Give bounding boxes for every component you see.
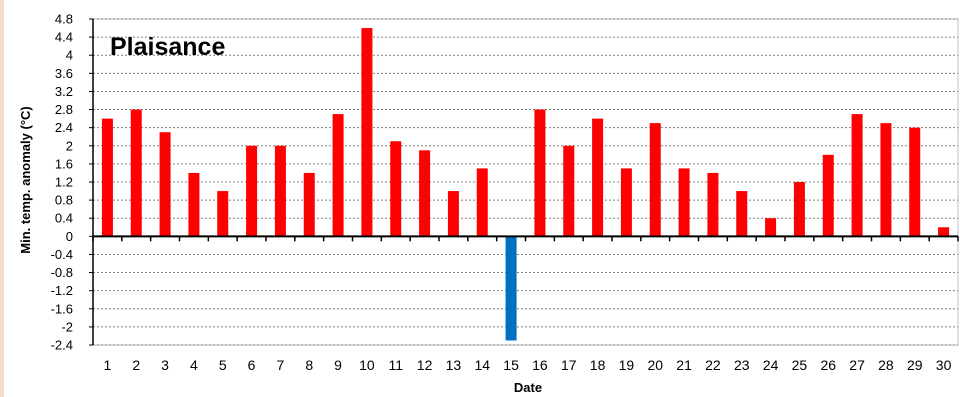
x-tick-label: 3 (161, 357, 169, 373)
x-tick-label: 13 (446, 357, 462, 373)
bar (303, 172, 315, 237)
y-axis-title: Min. temp. anomaly (°C) (18, 106, 33, 254)
x-tick-label: 6 (248, 357, 256, 373)
x-tick-label: 20 (647, 357, 663, 373)
y-tick-label: 1.6 (55, 156, 73, 171)
y-tick-label: 0.4 (55, 211, 73, 226)
bars (101, 28, 950, 341)
x-tick-label: 17 (561, 357, 577, 373)
y-tick-label: -1.2 (51, 283, 73, 298)
bar (101, 118, 113, 237)
bar (447, 191, 459, 237)
y-tick-label: 3.6 (55, 66, 73, 81)
bar (159, 132, 171, 237)
bar (274, 145, 286, 237)
bar (649, 123, 661, 237)
x-tick-label: 22 (705, 357, 721, 373)
labels: 4.8 4.4 4 3.6 3.2 2.8 2.4 2 1.6 1.2 0.8 0.4 0 -0.4 -0.… (51, 12, 952, 374)
x-tick-label: 4 (190, 357, 198, 373)
bar (390, 141, 402, 237)
bar (476, 168, 488, 237)
axes (89, 18, 959, 346)
x-tick-label: 23 (734, 357, 750, 373)
bar (736, 191, 748, 237)
bar (246, 145, 258, 237)
x-tick-label: 15 (503, 357, 519, 373)
bar (938, 227, 950, 237)
y-tick-label: 0.8 (55, 193, 73, 208)
x-tick-label: 30 (936, 357, 952, 373)
x-tick-label: 18 (590, 357, 606, 373)
x-tick-label: 16 (532, 357, 548, 373)
bar (678, 168, 690, 237)
x-axis-title: Date (514, 380, 542, 395)
y-tick-label: -0.8 (51, 265, 73, 280)
bar (765, 218, 777, 237)
y-tick-label: 2 (66, 138, 73, 153)
x-tick-label: 19 (619, 357, 635, 373)
gridlines (92, 18, 959, 346)
page-edge-strip (0, 0, 4, 397)
y-tick-label: 4.8 (55, 12, 73, 27)
bar (620, 168, 632, 237)
bar (505, 236, 517, 341)
bar (707, 172, 719, 237)
bar (851, 114, 863, 237)
y-tick-label: 0 (66, 229, 73, 244)
y-tick-label: -1.6 (51, 301, 73, 316)
bar (909, 127, 921, 237)
x-tick-label: 11 (388, 357, 403, 373)
y-tick-label: 1.2 (55, 175, 73, 190)
x-tick-label: 12 (417, 357, 433, 373)
x-tick-label: 27 (849, 357, 865, 373)
y-tick-label: 2.4 (55, 120, 73, 135)
y-tick-label: 4 (66, 48, 73, 63)
bar (793, 182, 805, 237)
x-tick-label: 14 (474, 357, 490, 373)
x-tick-label: 25 (792, 357, 808, 373)
bar (332, 114, 344, 237)
y-tick-label: -2 (61, 319, 73, 334)
y-tick-label: 3.2 (55, 84, 73, 99)
x-tick-label: 24 (763, 357, 779, 373)
chart-title: Plaisance (110, 33, 225, 61)
x-tick-label: 10 (359, 357, 375, 373)
x-tick-label: 29 (907, 357, 923, 373)
y-tick-label: 4.4 (55, 30, 73, 45)
x-tick-label: 9 (334, 357, 342, 373)
x-tick-label: 8 (305, 357, 313, 373)
x-tick-label: 7 (277, 357, 285, 373)
y-tick-label: -2.4 (51, 338, 73, 353)
bar (188, 172, 200, 237)
bar (419, 150, 431, 237)
y-tick-label: 2.8 (55, 102, 73, 117)
bar (361, 28, 373, 237)
x-tick-label: 28 (878, 357, 894, 373)
bar (563, 145, 575, 237)
bar (217, 191, 229, 237)
x-tick-label: 21 (676, 357, 692, 373)
bar (822, 154, 834, 237)
bar (534, 109, 546, 237)
x-tick-label: 1 (104, 357, 112, 373)
bar (880, 123, 892, 237)
x-tick-label: 2 (132, 357, 140, 373)
y-tick-label: -0.4 (51, 247, 73, 262)
bar (592, 118, 604, 237)
x-tick-label: 26 (820, 357, 836, 373)
x-tick-label: 5 (219, 357, 227, 373)
bar (130, 109, 142, 237)
